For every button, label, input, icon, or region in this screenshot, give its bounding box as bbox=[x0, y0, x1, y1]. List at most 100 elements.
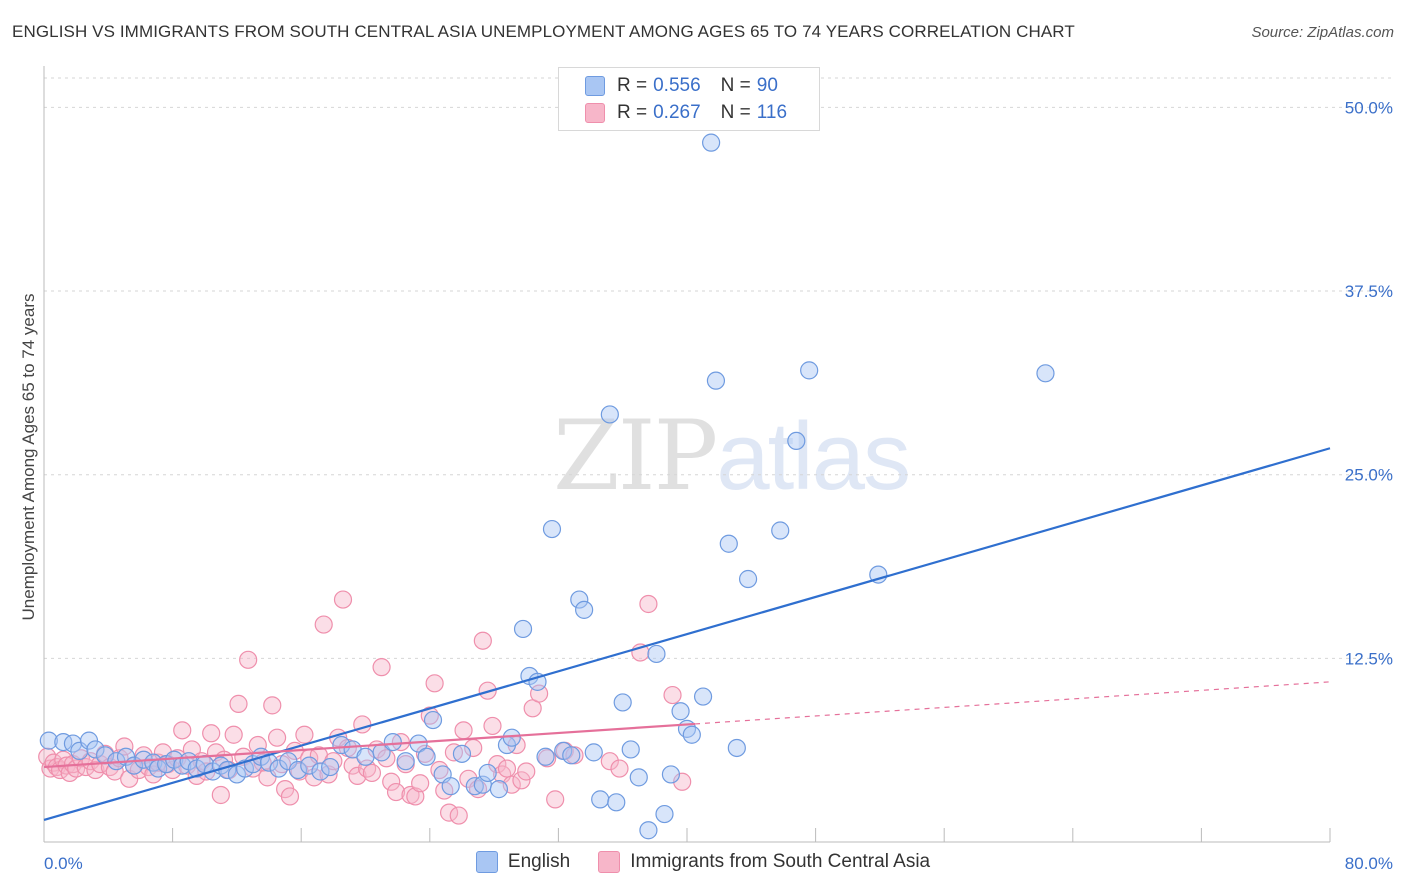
english-points bbox=[39, 133, 1055, 840]
correlation-legend: R = 0.556 N = 90 R = 0.267 N = 116 bbox=[558, 67, 820, 131]
immigrant-points bbox=[38, 590, 692, 825]
english-point bbox=[356, 747, 375, 766]
immigrant-point bbox=[224, 725, 243, 744]
immigrant-point bbox=[348, 766, 367, 785]
english-trend-line bbox=[43, 447, 1331, 822]
immigrant-point bbox=[517, 762, 536, 781]
legend-row-english: R = 0.556 N = 90 bbox=[585, 73, 778, 99]
english-point bbox=[702, 133, 721, 152]
english-point bbox=[682, 725, 701, 744]
legend-row-immigrants: R = 0.267 N = 116 bbox=[585, 100, 787, 126]
n-label: N = bbox=[720, 102, 751, 123]
source-label: Source: ZipAtlas.com bbox=[1251, 24, 1394, 41]
english-point bbox=[542, 519, 562, 539]
english-point bbox=[269, 759, 288, 778]
english-point bbox=[655, 804, 674, 824]
immigrant-point bbox=[263, 696, 282, 715]
english-point bbox=[423, 710, 443, 730]
legend-label-immigrants: Immigrants from South Central Asia bbox=[630, 851, 931, 872]
english-point bbox=[441, 777, 460, 796]
r-label: R = bbox=[617, 102, 648, 123]
immigrant-trend-extension bbox=[694, 681, 1331, 725]
immigrant-point bbox=[663, 685, 682, 705]
immigrant-point bbox=[512, 771, 531, 790]
english-point bbox=[332, 735, 351, 755]
english-point bbox=[39, 731, 58, 750]
immigrant-point bbox=[673, 772, 692, 791]
y-axis-label: Unemployment Among Ages 65 to 74 years bbox=[19, 293, 38, 621]
legend-item-immigrants[interactable]: Immigrants from South Central Asia bbox=[598, 851, 930, 873]
immigrant-swatch bbox=[585, 103, 605, 123]
english-point bbox=[288, 760, 308, 780]
english-point bbox=[591, 790, 610, 809]
english-swatch bbox=[585, 76, 605, 96]
legend-item-english[interactable]: English bbox=[475, 851, 571, 873]
watermark-atlas: atlas bbox=[716, 403, 911, 510]
x-tick-label: 0.0% bbox=[44, 854, 83, 873]
english-point bbox=[570, 590, 589, 609]
english-point bbox=[513, 619, 533, 639]
english-point bbox=[719, 534, 738, 553]
tick-labels: 12.5% 25.0% 37.5% 50.0% 0.0% 80.0% bbox=[44, 98, 1393, 873]
immigrant-point bbox=[377, 749, 396, 768]
immigrant-point bbox=[386, 782, 406, 802]
english-point bbox=[869, 565, 888, 584]
immigrant-point bbox=[239, 650, 258, 669]
english-point bbox=[562, 746, 581, 765]
english-point bbox=[693, 687, 713, 706]
english-point bbox=[321, 757, 340, 777]
legend-label-english: English bbox=[507, 851, 571, 872]
english-point bbox=[647, 644, 666, 664]
immigrant-r-value: 0.267 bbox=[653, 102, 701, 123]
english-point bbox=[738, 569, 758, 589]
immigrant-point bbox=[382, 772, 401, 791]
immigrant-point bbox=[314, 615, 333, 634]
english-point bbox=[629, 768, 648, 787]
r-label: R = bbox=[617, 75, 648, 96]
english-point bbox=[727, 738, 746, 758]
immigrant-point bbox=[610, 759, 629, 778]
english-point bbox=[54, 732, 73, 752]
immigrant-point bbox=[546, 790, 565, 809]
english-point bbox=[489, 780, 509, 799]
immigrant-point bbox=[343, 756, 362, 775]
english-point bbox=[1036, 364, 1055, 383]
grid-lines bbox=[44, 77, 1394, 659]
watermark-zip: ZIP bbox=[553, 400, 718, 512]
immigrant-point bbox=[497, 759, 517, 778]
trend-lines bbox=[43, 447, 1331, 822]
immigrant-point bbox=[267, 728, 287, 747]
watermark: ZIPatlas bbox=[553, 400, 911, 512]
y-tick-label: 25.0% bbox=[1345, 466, 1393, 485]
immigrant-point bbox=[211, 785, 230, 805]
english-point bbox=[800, 361, 819, 380]
immigrant-point bbox=[280, 787, 300, 806]
english-point bbox=[600, 405, 619, 424]
y-tick-label: 50.0% bbox=[1345, 98, 1393, 117]
english-n-value: 90 bbox=[756, 75, 778, 96]
english-point bbox=[661, 765, 681, 784]
english-point bbox=[396, 752, 415, 771]
immigrant-point bbox=[639, 594, 658, 614]
english-point bbox=[607, 793, 626, 812]
immigrant-point bbox=[295, 725, 314, 744]
english-point bbox=[706, 371, 726, 390]
x-tick-label: 80.0% bbox=[1345, 854, 1393, 873]
immigrant-swatch bbox=[598, 851, 621, 873]
immigrant-point bbox=[600, 752, 619, 771]
immigrant-point bbox=[415, 744, 435, 763]
immigrant-point bbox=[362, 763, 382, 783]
immigrant-n-value: 116 bbox=[756, 102, 788, 123]
english-point bbox=[639, 821, 658, 840]
english-point bbox=[613, 693, 632, 712]
english-point bbox=[771, 521, 790, 540]
english-point bbox=[311, 762, 330, 781]
y-tick-label: 37.5% bbox=[1345, 282, 1393, 301]
english-point bbox=[417, 747, 436, 766]
english-point bbox=[621, 740, 640, 759]
english-point bbox=[502, 728, 521, 747]
immigrant-point bbox=[473, 631, 492, 650]
immigrant-point bbox=[202, 724, 221, 743]
english-point bbox=[575, 600, 594, 619]
